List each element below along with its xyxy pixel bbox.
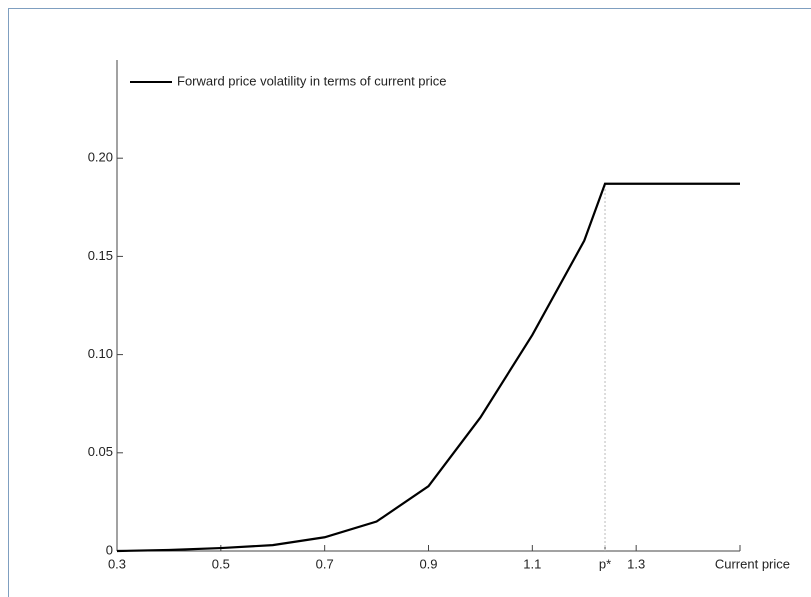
y-tick-label: 0 <box>106 542 113 557</box>
x-tick-label: 0.7 <box>316 556 334 571</box>
x-tick-label: 0.5 <box>212 556 230 571</box>
legend-label: Forward price volatility in terms of cur… <box>177 73 446 88</box>
x-tick-label: 0.3 <box>108 556 126 571</box>
y-tick-label: 0.20 <box>88 150 113 165</box>
panel-border <box>8 8 811 597</box>
x-tick-label: p* <box>599 556 611 571</box>
y-tick-label: 0.15 <box>88 248 113 263</box>
y-tick-label: 0.05 <box>88 444 113 459</box>
y-tick-label: 0.10 <box>88 346 113 361</box>
x-axis-label: Current price <box>715 556 790 571</box>
x-tick-label: 1.1 <box>523 556 541 571</box>
x-tick-label: 0.9 <box>419 556 437 571</box>
x-tick-label: 1.3 <box>627 556 645 571</box>
data-line <box>116 182 740 553</box>
